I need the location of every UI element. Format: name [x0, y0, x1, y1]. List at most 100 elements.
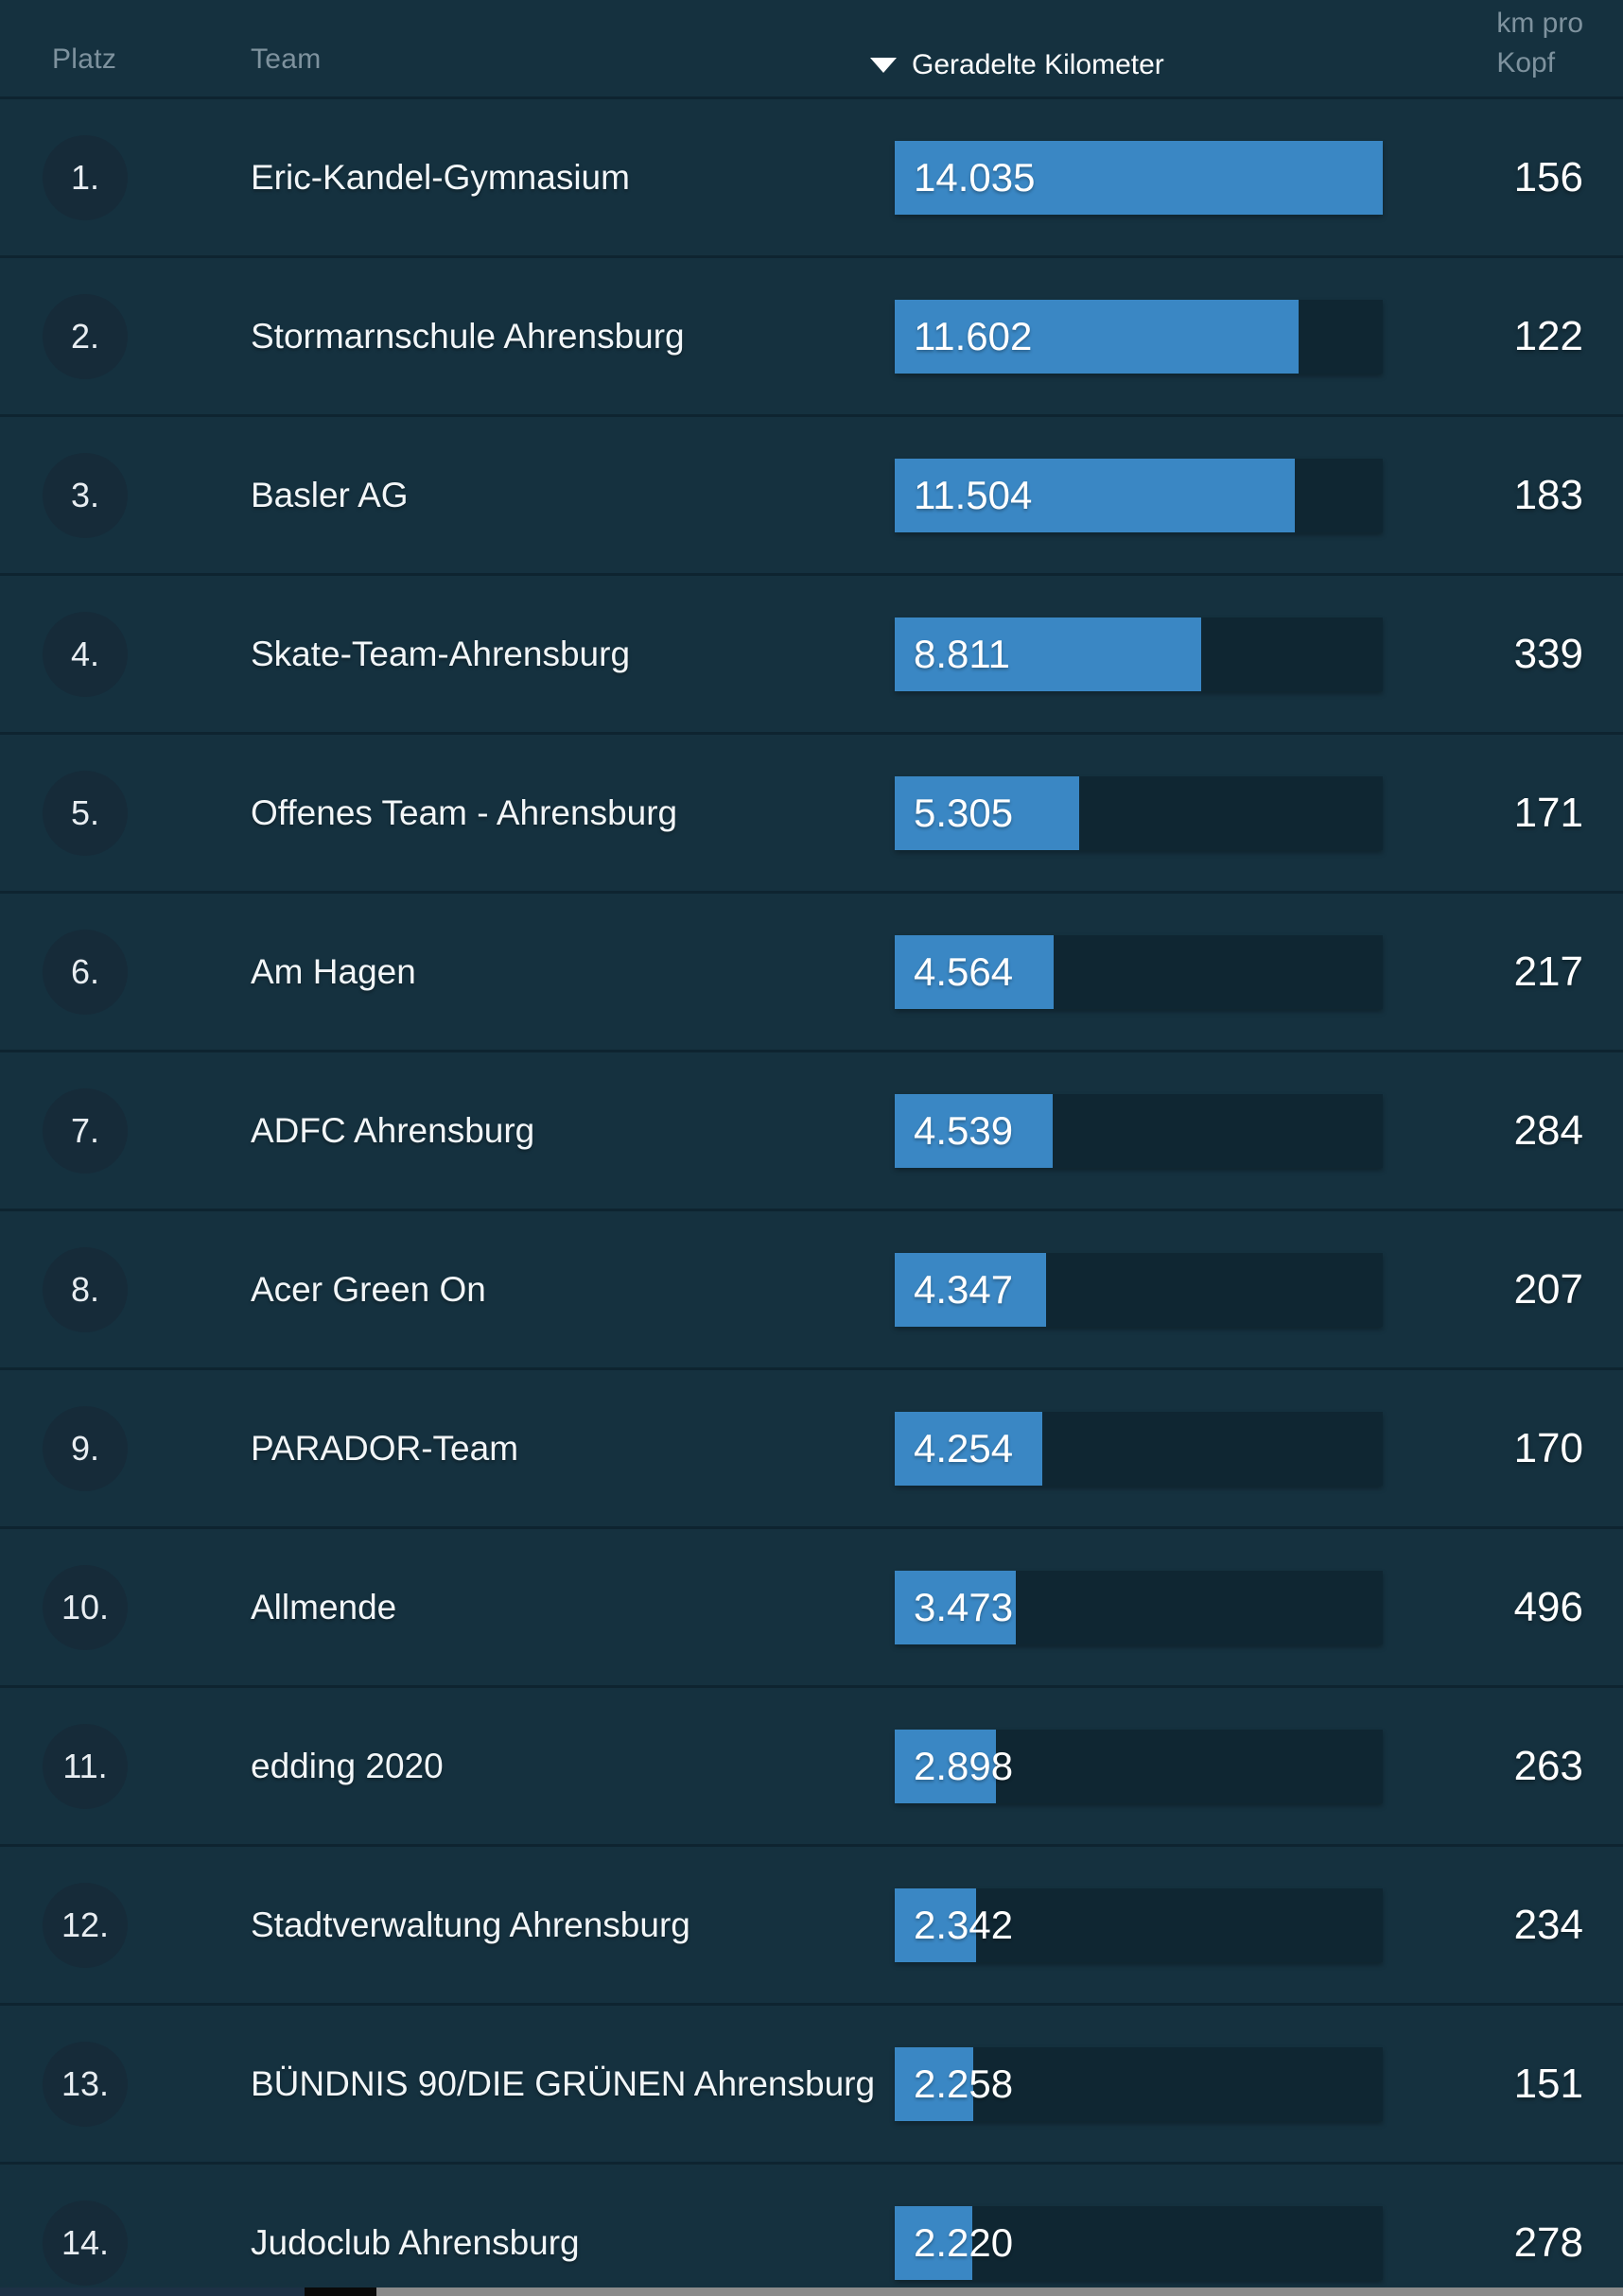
km-bar-track: 4.254: [895, 1411, 1383, 1486]
team-name: Stadtverwaltung Ahrensburg: [251, 1905, 690, 1944]
table-row[interactable]: 8. Acer Green On 4.347 207: [0, 1211, 1623, 1370]
table-row[interactable]: 4. Skate-Team-Ahrensburg 8.811 339: [0, 576, 1623, 735]
km-bar-fill: [895, 2205, 972, 2280]
rank-badge: 5.: [43, 770, 128, 856]
km-pro-kopf-line1: km pro: [1496, 8, 1583, 39]
km-bar-fill: [895, 1411, 1043, 1486]
km-bar-fill: [895, 1729, 996, 1803]
rank-label: 11.: [62, 1746, 108, 1785]
team-name: ADFC Ahrensburg: [251, 1110, 535, 1150]
km-bar-fill: [895, 1093, 1053, 1168]
rank-label: 8.: [70, 1269, 100, 1309]
km-per-capita-value: 217: [1513, 948, 1583, 995]
km-value: 2.220: [914, 2219, 1014, 2265]
table-row[interactable]: 6. Am Hagen 4.564 217: [0, 894, 1623, 1052]
km-bar-fill: [895, 1252, 1046, 1327]
km-per-capita-value: 263: [1513, 1742, 1583, 1789]
team-name: Am Hagen: [251, 951, 416, 991]
km-bar-track: 8.811: [895, 617, 1383, 691]
km-bar-track: 4.539: [895, 1093, 1383, 1168]
km-bar-track: 11.602: [895, 299, 1383, 374]
rank-label: 10.: [61, 1587, 110, 1626]
km-value: 11.504: [914, 472, 1033, 517]
km-value: 2.342: [914, 1902, 1014, 1947]
km-bar-track: 2.898: [895, 1729, 1383, 1803]
table-row[interactable]: 12. Stadtverwaltung Ahrensburg 2.342 234: [0, 1847, 1623, 2006]
km-bar-track: 2.342: [895, 1887, 1383, 1962]
table-row[interactable]: 13. BÜNDNIS 90/DIE GRÜNEN Ahrensburg 2.2…: [0, 2006, 1623, 2165]
table-row[interactable]: 1. Eric-Kandel-Gymnasium 14.035 156: [0, 99, 1623, 258]
km-pro-kopf-line2: Kopf: [1496, 47, 1556, 78]
km-value: 11.602: [914, 313, 1033, 358]
table-row[interactable]: 14. Judoclub Ahrensburg 2.220 278: [0, 2165, 1623, 2296]
km-per-capita-value: 284: [1513, 1106, 1583, 1154]
km-per-capita-value: 171: [1513, 789, 1583, 836]
scrollbar-track[interactable]: [376, 2287, 1623, 2296]
table-row[interactable]: 2. Stormarnschule Ahrensburg 11.602 122: [0, 258, 1623, 417]
km-value: 4.564: [914, 948, 1014, 994]
km-bar-track: 5.305: [895, 775, 1383, 850]
km-per-capita-value: 156: [1513, 153, 1583, 200]
team-name: Eric-Kandel-Gymnasium: [251, 157, 630, 197]
km-bar-track: 4.564: [895, 934, 1383, 1009]
km-bar-fill: [895, 617, 1201, 691]
team-name: Judoclub Ahrensburg: [251, 2222, 580, 2262]
km-per-capita-value: 122: [1513, 312, 1583, 359]
rank-badge: 4.: [43, 611, 128, 697]
rank-label: 7.: [70, 1110, 100, 1150]
team-name: Allmende: [251, 1587, 397, 1626]
km-per-capita-value: 278: [1513, 2218, 1583, 2266]
table-row[interactable]: 9. PARADOR-Team 4.254 170: [0, 1370, 1623, 1529]
rank-label: 12.: [61, 1905, 110, 1944]
km-per-capita-value: 207: [1513, 1265, 1583, 1313]
rank-label: 3.: [70, 475, 100, 514]
rank-badge: 11.: [43, 1723, 128, 1809]
horizontal-scrollbar: [0, 2287, 1623, 2296]
rank-badge: 2.: [43, 293, 128, 379]
rank-badge: 3.: [43, 452, 128, 538]
km-bar-fill: [895, 775, 1080, 850]
km-bar-track: 11.504: [895, 458, 1383, 532]
team-name: Basler AG: [251, 475, 409, 514]
km-bar-fill: [895, 934, 1054, 1009]
rank-badge: 12.: [43, 1882, 128, 1968]
km-per-capita-value: 339: [1513, 630, 1583, 677]
km-value: 3.473: [914, 1584, 1014, 1629]
table-row[interactable]: 10. Allmende 3.473 496: [0, 1529, 1623, 1688]
km-per-capita-value: 183: [1513, 471, 1583, 518]
column-header-km-pro-kopf: km pro Kopf: [1496, 4, 1583, 83]
sort-by-kilometers-button[interactable]: Geradelte Kilometer: [870, 49, 1164, 81]
team-name: Skate-Team-Ahrensburg: [251, 634, 631, 673]
rank-label: 13.: [61, 2063, 110, 2103]
rank-badge: 9.: [43, 1405, 128, 1491]
table-row[interactable]: 5. Offenes Team - Ahrensburg 5.305 171: [0, 735, 1623, 894]
km-bar-fill: [895, 140, 1383, 215]
rank-label: 6.: [70, 951, 100, 991]
table-row[interactable]: 7. ADFC Ahrensburg 4.539 284: [0, 1052, 1623, 1211]
rank-label: 14.: [61, 2222, 110, 2262]
team-name: PARADOR-Team: [251, 1428, 519, 1468]
km-bar-fill: [895, 1887, 977, 1962]
km-bar-fill: [895, 2046, 974, 2121]
rank-badge: 13.: [43, 2041, 128, 2127]
leaderboard-rows: 1. Eric-Kandel-Gymnasium 14.035 156 2. S…: [0, 99, 1623, 2296]
team-name: Acer Green On: [251, 1269, 486, 1309]
rank-badge: 8.: [43, 1246, 128, 1332]
rank-label: 1.: [70, 157, 100, 197]
km-per-capita-value: 151: [1513, 2060, 1583, 2107]
team-name: Offenes Team - Ahrensburg: [251, 792, 678, 832]
rank-label: 4.: [70, 634, 100, 673]
rank-label: 5.: [70, 792, 100, 832]
rank-badge: 1.: [43, 134, 128, 220]
caret-down-icon: [870, 58, 897, 73]
table-row[interactable]: 3. Basler AG 11.504 183: [0, 417, 1623, 576]
table-row[interactable]: 11. edding 2020 2.898 263: [0, 1688, 1623, 1847]
rank-badge: 14.: [43, 2200, 128, 2286]
leaderboard-header: Platz Team Geradelte Kilometer km pro Ko…: [0, 0, 1623, 99]
scrollbar-thumb[interactable]: [0, 2287, 305, 2296]
km-bar-fill: [895, 299, 1299, 374]
rank-badge: 10.: [43, 1564, 128, 1650]
km-bar-track: 3.473: [895, 1570, 1383, 1644]
km-value: 2.258: [914, 2061, 1014, 2106]
km-bar-track: 2.258: [895, 2046, 1383, 2121]
